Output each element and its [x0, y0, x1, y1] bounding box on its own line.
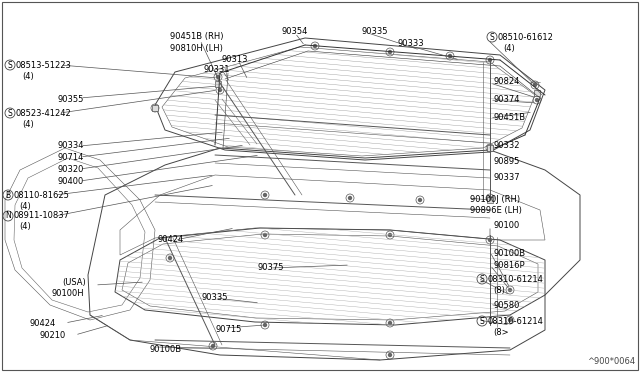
- Text: 90337: 90337: [493, 173, 520, 183]
- Bar: [487, 145, 493, 151]
- Text: N: N: [5, 212, 11, 221]
- Text: (8>: (8>: [493, 327, 509, 337]
- Text: S: S: [479, 275, 484, 283]
- Circle shape: [388, 353, 392, 356]
- Text: S: S: [8, 109, 12, 118]
- Text: ^900*0064: ^900*0064: [587, 357, 635, 366]
- Text: 90714: 90714: [58, 154, 84, 163]
- Text: (4): (4): [503, 44, 515, 52]
- Text: 90332: 90332: [493, 141, 520, 150]
- Circle shape: [488, 238, 492, 241]
- Text: 90895: 90895: [493, 157, 520, 167]
- Text: 90100H: 90100H: [52, 289, 84, 298]
- Text: 08523-41242: 08523-41242: [16, 109, 72, 118]
- Text: 08110-81625: 08110-81625: [14, 190, 70, 199]
- Circle shape: [509, 289, 511, 292]
- Text: 08310-61214: 08310-61214: [488, 275, 544, 283]
- Text: 90424: 90424: [157, 235, 183, 244]
- Text: 90335: 90335: [202, 294, 228, 302]
- Text: 90334: 90334: [58, 141, 84, 151]
- Text: B: B: [5, 190, 11, 199]
- Text: 08911-10837: 08911-10837: [14, 212, 70, 221]
- Text: 90375: 90375: [257, 263, 284, 273]
- Circle shape: [488, 196, 492, 199]
- Text: 90580: 90580: [493, 301, 520, 310]
- Circle shape: [388, 234, 392, 237]
- Text: (4): (4): [19, 222, 31, 231]
- Text: 90100J (RH): 90100J (RH): [470, 195, 520, 203]
- Text: 90100B: 90100B: [150, 344, 182, 353]
- Circle shape: [218, 89, 221, 92]
- Circle shape: [488, 147, 492, 150]
- Bar: [487, 197, 493, 203]
- Circle shape: [264, 193, 266, 196]
- Text: (USA): (USA): [62, 279, 86, 288]
- Circle shape: [388, 321, 392, 324]
- Text: S: S: [490, 32, 494, 42]
- Text: (4): (4): [22, 71, 34, 80]
- Text: 08310-61214: 08310-61214: [488, 317, 544, 326]
- Circle shape: [536, 99, 538, 102]
- Bar: [215, 81, 221, 87]
- Circle shape: [388, 51, 392, 54]
- Circle shape: [349, 196, 351, 199]
- Text: 90896E (LH): 90896E (LH): [470, 205, 522, 215]
- Circle shape: [264, 234, 266, 237]
- Bar: [534, 90, 540, 96]
- Text: 90816P: 90816P: [493, 262, 525, 270]
- Text: 90715: 90715: [215, 326, 241, 334]
- Circle shape: [211, 344, 214, 347]
- Circle shape: [216, 76, 220, 78]
- Circle shape: [264, 324, 266, 327]
- Polygon shape: [115, 228, 545, 325]
- Text: 90100: 90100: [493, 221, 519, 231]
- Text: S: S: [479, 317, 484, 326]
- Text: 90313: 90313: [222, 55, 248, 64]
- Text: (8): (8): [493, 285, 505, 295]
- Text: S: S: [8, 61, 12, 70]
- Text: 90333: 90333: [398, 39, 424, 48]
- Text: 90355: 90355: [58, 94, 84, 103]
- Text: 08510-61612: 08510-61612: [498, 32, 554, 42]
- Text: 90100B: 90100B: [493, 248, 525, 257]
- Circle shape: [419, 199, 422, 202]
- Text: 90210: 90210: [40, 331, 67, 340]
- Text: 90451B: 90451B: [493, 113, 525, 122]
- Text: 90374: 90374: [493, 94, 520, 103]
- Text: 90451B (RH): 90451B (RH): [170, 32, 223, 42]
- Text: 90424: 90424: [30, 320, 56, 328]
- Text: 90354: 90354: [282, 28, 308, 36]
- Circle shape: [449, 55, 451, 58]
- Text: 90400: 90400: [58, 177, 84, 186]
- Circle shape: [168, 257, 172, 260]
- Text: 90824: 90824: [493, 77, 520, 87]
- Circle shape: [534, 83, 536, 87]
- Polygon shape: [162, 47, 535, 156]
- Circle shape: [154, 106, 157, 109]
- Bar: [152, 105, 158, 111]
- Text: 08513-51223: 08513-51223: [16, 61, 72, 70]
- Text: 90810H (LH): 90810H (LH): [170, 44, 223, 52]
- Circle shape: [314, 45, 317, 48]
- Text: 90335: 90335: [362, 28, 388, 36]
- Text: 90331: 90331: [204, 65, 230, 74]
- Circle shape: [509, 318, 511, 321]
- Text: 90320: 90320: [58, 166, 84, 174]
- Circle shape: [488, 58, 492, 61]
- Text: (4): (4): [22, 119, 34, 128]
- Text: (4): (4): [19, 202, 31, 211]
